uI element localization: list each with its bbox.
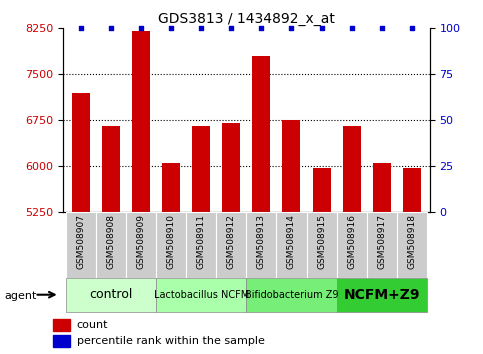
- Bar: [337, 278, 427, 312]
- Bar: [156, 212, 186, 278]
- Text: GSM508915: GSM508915: [317, 215, 326, 269]
- Text: control: control: [89, 288, 133, 301]
- Point: [378, 25, 385, 31]
- Text: Lactobacillus NCFM: Lactobacillus NCFM: [154, 290, 249, 300]
- Text: GSM508908: GSM508908: [106, 215, 115, 269]
- Point: [137, 25, 145, 31]
- Bar: [403, 167, 421, 212]
- Bar: [216, 212, 246, 278]
- Text: GSM508907: GSM508907: [76, 215, 85, 269]
- Bar: [96, 212, 126, 278]
- Text: NCFM+Z9: NCFM+Z9: [343, 288, 420, 302]
- Text: GSM508910: GSM508910: [167, 215, 176, 269]
- Text: GSM508916: GSM508916: [347, 215, 356, 269]
- Bar: [53, 319, 70, 331]
- Text: agent: agent: [5, 291, 37, 301]
- Text: GSM508911: GSM508911: [197, 215, 206, 269]
- Point: [107, 25, 115, 31]
- Bar: [373, 163, 391, 212]
- Point: [287, 25, 295, 31]
- Bar: [72, 93, 90, 212]
- Text: GSM508917: GSM508917: [377, 215, 386, 269]
- Bar: [276, 212, 307, 278]
- Point: [167, 25, 175, 31]
- Point: [257, 25, 265, 31]
- Bar: [367, 212, 397, 278]
- Text: count: count: [77, 320, 108, 330]
- Bar: [222, 124, 241, 212]
- Text: GSM508918: GSM508918: [407, 215, 416, 269]
- Text: GSM508913: GSM508913: [257, 215, 266, 269]
- Point: [318, 25, 326, 31]
- Bar: [313, 167, 330, 212]
- Bar: [186, 212, 216, 278]
- Bar: [53, 335, 70, 347]
- Point: [77, 25, 85, 31]
- Text: GSM508909: GSM508909: [137, 215, 145, 269]
- Point: [408, 25, 416, 31]
- Bar: [342, 126, 361, 212]
- Point: [227, 25, 235, 31]
- Bar: [246, 212, 276, 278]
- Bar: [397, 212, 427, 278]
- Bar: [246, 278, 337, 312]
- Bar: [156, 278, 246, 312]
- Bar: [192, 126, 210, 212]
- Bar: [132, 32, 150, 212]
- Point: [348, 25, 355, 31]
- Bar: [307, 212, 337, 278]
- Bar: [162, 163, 180, 212]
- Text: percentile rank within the sample: percentile rank within the sample: [77, 336, 264, 346]
- Bar: [126, 212, 156, 278]
- Text: GSM508912: GSM508912: [227, 215, 236, 269]
- Text: GSM508914: GSM508914: [287, 215, 296, 269]
- Bar: [66, 278, 156, 312]
- Title: GDS3813 / 1434892_x_at: GDS3813 / 1434892_x_at: [158, 12, 335, 26]
- Bar: [337, 212, 367, 278]
- Bar: [252, 56, 270, 212]
- Text: Bifidobacterium Z9: Bifidobacterium Z9: [245, 290, 338, 300]
- Bar: [283, 120, 300, 212]
- Bar: [102, 126, 120, 212]
- Bar: [66, 212, 96, 278]
- Point: [198, 25, 205, 31]
